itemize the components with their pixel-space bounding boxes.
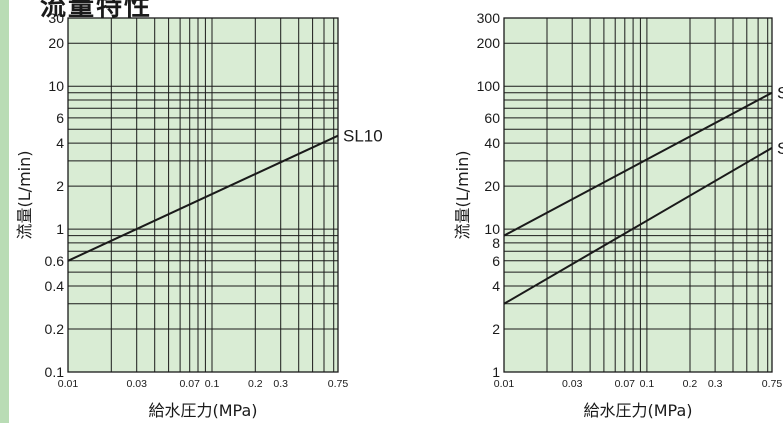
plot-frame [67,17,339,373]
plot-area [504,18,772,372]
x-tick-label: 0.1 [205,378,220,390]
x-tick-label: 0.2 [683,378,698,390]
x-tick-label: 0.07 [615,378,636,390]
x-tick-label: 0.3 [708,378,723,390]
y-tick-label: 6 [492,253,500,269]
plot-area [68,18,338,372]
y-tick-label: 1 [492,364,500,380]
x-tick-label: 0.03 [126,378,147,390]
x-tick-label: 0.75 [328,378,349,390]
series-line [67,134,339,262]
x-axis-label: 給水圧力(MPa) [148,401,257,420]
x-tick-label: 0.01 [494,378,515,390]
left-accent-bar [0,0,9,423]
series-label: S [777,84,783,103]
y-tick-label: 20 [48,35,64,51]
x-tick-label: 0.03 [562,378,583,390]
series-label: S [777,139,783,158]
y-tick-label: 10 [484,221,500,237]
x-tick-label: 0.07 [179,378,200,390]
page-heading: 流量特性 [40,0,153,22]
x-tick-label: 0.2 [248,378,263,390]
series-label: SL10 [343,127,383,146]
gridlines [67,17,339,373]
y-tick-label: 2 [492,321,500,337]
y-axis-label: 流量(L/min) [453,151,472,240]
y-tick-label: 2 [56,178,64,194]
y-tick-label: 1 [56,221,64,237]
y-tick-label: 60 [484,110,500,126]
y-tick-label: 0.2 [45,321,65,337]
y-tick-label: 20 [484,178,500,194]
x-tick-label: 0.3 [273,378,288,390]
y-tick-label: 200 [477,35,501,51]
x-tick-label: 0.01 [58,378,79,390]
x-axis-label: 給水圧力(MPa) [583,401,692,420]
y-axis-label: 流量(L/min) [15,151,34,240]
y-tick-label: 40 [484,135,500,151]
flow-chart-left: 0.1 0.2 0.4 0.6 1 2 4 6 10 20 30 0.01 0.03 0.07 0.1 0.2… [15,10,383,420]
y-tick-label: 6 [56,110,64,126]
y-tick-label: 100 [477,78,501,94]
series-line [503,147,773,305]
flow-chart-right: 1 2 4 6 810 20 40 60 100 200 300 0.01 0.03 0.07 0.1 0.2… [453,10,783,420]
x-tick-label: 0.1 [640,378,655,390]
y-tick-label: 30 [48,10,64,26]
y-tick-label: 4 [492,278,500,294]
y-tick-label: 4 [56,135,64,151]
y-tick-label: 0.1 [45,364,65,380]
y-tick-label: 0.6 [45,253,65,269]
y-tick-label: 300 [477,10,501,26]
y-tick-label: 10 [48,78,64,94]
y-tick-label: 8 [492,235,500,251]
x-tick-label: 0.75 [762,378,783,390]
y-tick-label: 0.4 [45,278,65,294]
plot-frame [503,17,773,373]
series-line [503,91,773,237]
